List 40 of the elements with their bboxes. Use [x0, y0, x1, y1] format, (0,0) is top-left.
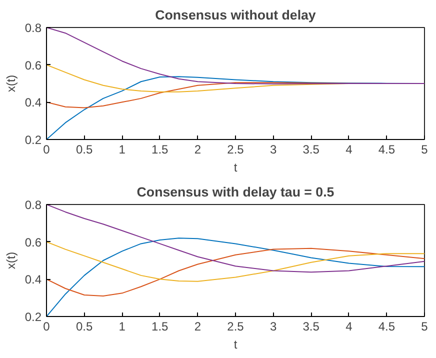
- chart-title: Consensus with delay tau = 0.5: [136, 184, 335, 200]
- line-series: [46, 241, 424, 282]
- x-tick-label: 2: [194, 142, 202, 156]
- x-tick-label: 2: [194, 320, 202, 334]
- x-tick-label: 4.5: [378, 320, 396, 334]
- x-tick-label: 1.5: [152, 142, 169, 156]
- x-tick-label: 3: [270, 142, 277, 156]
- y-tick-label: 0.6: [24, 58, 42, 72]
- x-tick-label: 3: [270, 320, 277, 334]
- y-axis-title: x(t): [4, 252, 18, 270]
- x-tick-label: 4: [346, 142, 353, 156]
- x-tick-label: 5: [421, 320, 428, 334]
- y-axis-title: x(t): [4, 74, 18, 92]
- chart-title: Consensus without delay: [155, 8, 316, 22]
- x-tick-label: 5: [421, 142, 428, 156]
- x-axis-title: t: [234, 338, 238, 352]
- x-tick-label: 0.5: [76, 142, 93, 156]
- y-tick-label: 0.4: [24, 96, 42, 110]
- x-tick-label: 0: [43, 320, 50, 334]
- x-tick-label: 3.5: [302, 142, 320, 156]
- x-tick-label: 4.5: [378, 142, 396, 156]
- y-tick-label: 0.2: [24, 133, 42, 147]
- x-tick-label: 0.5: [76, 320, 93, 334]
- y-tick-label: 0.2: [24, 310, 42, 324]
- x-axis-title: t: [234, 160, 238, 174]
- y-tick-label: 0.8: [24, 21, 42, 35]
- y-tick-label: 0.6: [24, 235, 42, 250]
- x-tick-label: 4: [346, 320, 353, 334]
- line-series: [46, 248, 424, 296]
- x-tick-label: 2.5: [227, 320, 244, 334]
- x-tick-label: 2.5: [227, 142, 244, 156]
- x-tick-label: 1: [118, 142, 126, 156]
- y-tick-label: 0.8: [24, 198, 42, 212]
- x-tick-label: 1: [118, 320, 126, 334]
- x-tick-label: 3.5: [302, 320, 320, 334]
- line-series: [46, 204, 424, 273]
- line-series: [46, 28, 424, 84]
- x-tick-label: 0: [43, 142, 50, 156]
- y-tick-label: 0.4: [24, 272, 42, 287]
- x-tick-label: 1.5: [152, 320, 169, 334]
